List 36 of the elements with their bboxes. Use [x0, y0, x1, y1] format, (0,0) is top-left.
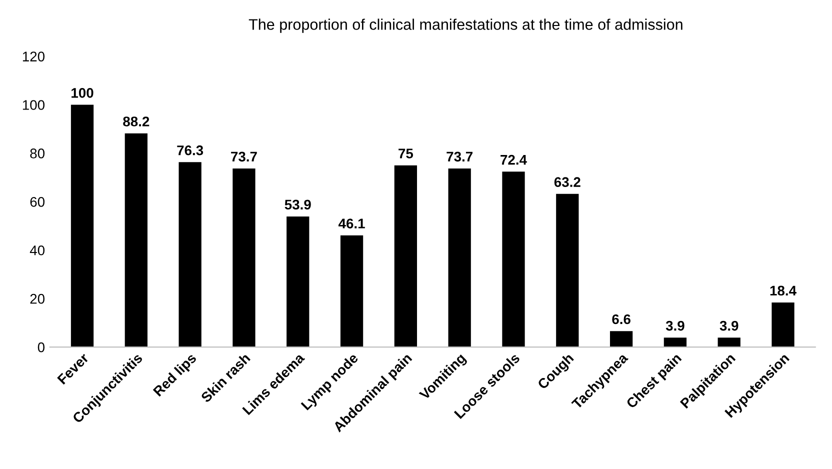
data-label: 18.4 — [770, 286, 796, 296]
data-label: 88.2 — [123, 116, 150, 126]
bar — [178, 162, 202, 348]
bar — [664, 338, 687, 348]
y-tick-label: 0 — [38, 342, 45, 352]
chart-title: The proportion of clinical manifestations at the time of admission — [248, 18, 682, 33]
y-tick-label: 60 — [30, 197, 45, 207]
bar — [232, 168, 256, 348]
bar — [556, 194, 579, 348]
bar — [610, 331, 633, 348]
bar — [70, 104, 94, 348]
data-label: 100 — [72, 88, 94, 98]
data-label: 76.3 — [177, 145, 204, 156]
y-tick-label: 40 — [30, 245, 45, 256]
data-label: 53.9 — [284, 200, 311, 210]
bar — [448, 168, 471, 348]
data-label: 63.2 — [554, 177, 580, 188]
data-label: 73.7 — [231, 152, 257, 162]
data-label: 6.6 — [612, 314, 630, 324]
data-label: 3.9 — [666, 320, 684, 331]
data-label: 3.9 — [720, 320, 738, 331]
data-label: 72.4 — [500, 154, 527, 165]
bar — [340, 235, 364, 348]
bar — [502, 172, 525, 348]
data-label: 46.1 — [338, 218, 365, 228]
y-tick-label: 80 — [30, 148, 45, 158]
data-label: 73.7 — [446, 152, 472, 162]
data-label: 75 — [398, 148, 414, 158]
y-tick-label: 100 — [22, 100, 45, 110]
bar — [772, 302, 794, 348]
y-tick-label: 120 — [22, 52, 45, 62]
y-tick-label: 20 — [30, 294, 45, 304]
bar — [286, 216, 310, 348]
bar — [394, 165, 418, 348]
bar — [718, 338, 740, 348]
bar — [124, 133, 148, 348]
